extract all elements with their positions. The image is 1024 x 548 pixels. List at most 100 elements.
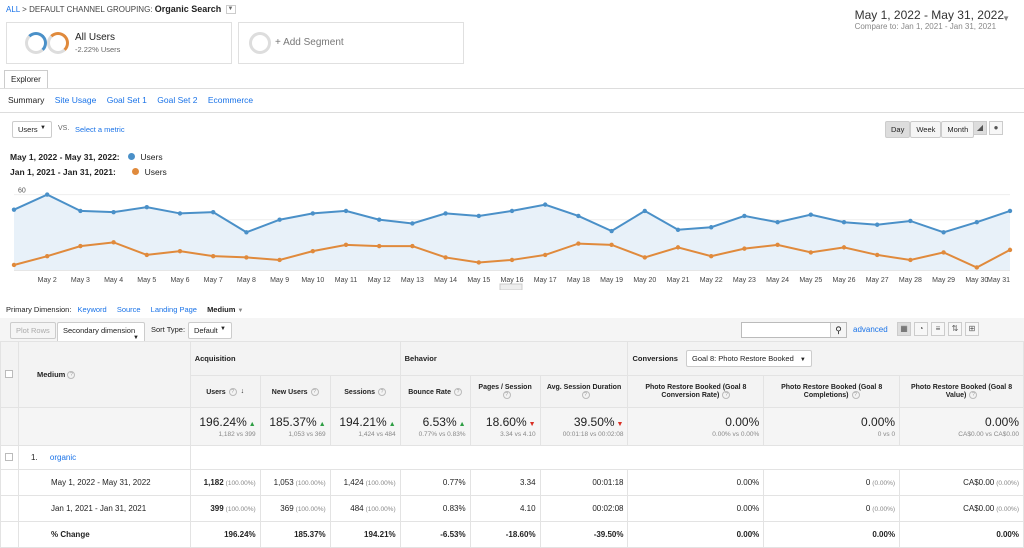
data-point[interactable] (377, 217, 382, 222)
data-point[interactable] (377, 243, 382, 249)
tab-explorer[interactable]: Explorer (4, 70, 48, 88)
data-point[interactable] (1007, 247, 1013, 253)
metric-dropdown[interactable]: Users ▼ (12, 121, 52, 138)
data-point[interactable] (908, 218, 913, 224)
column-header[interactable]: Users? ↓ (189, 375, 261, 408)
column-header[interactable]: Avg. Session Duration? (539, 375, 629, 408)
column-header[interactable]: Photo Restore Booked (Goal 8 Completions… (763, 375, 901, 408)
column-header[interactable]: Pages / Session? (469, 375, 541, 408)
data-point[interactable] (908, 257, 913, 263)
data-point[interactable] (841, 245, 847, 250)
column-header[interactable]: New Users? (259, 375, 331, 408)
data-point[interactable] (476, 260, 481, 265)
chevron-down-icon[interactable]: ▼ (225, 5, 236, 15)
data-point[interactable] (808, 250, 813, 255)
data-point[interactable] (841, 220, 847, 225)
help-icon[interactable]: ? (67, 371, 76, 379)
select-all-checkbox[interactable] (5, 369, 13, 378)
data-point[interactable] (410, 221, 415, 226)
help-icon[interactable]: ? (378, 387, 387, 396)
data-point[interactable] (974, 265, 979, 270)
subnav-goal-set-2[interactable]: Goal Set 2 (157, 95, 198, 105)
chevron-down-icon[interactable]: ▼ (1002, 14, 1010, 23)
goal-select-dropdown[interactable]: Goal 8: Photo Restore Booked ▼ (686, 350, 812, 367)
chart-resize-handle[interactable] (499, 283, 523, 290)
sort-arrow-icon[interactable]: ↓ (240, 388, 245, 396)
help-icon[interactable]: ? (310, 387, 319, 396)
help-icon[interactable]: ? (502, 391, 511, 399)
table-search-input[interactable]: ⚲ (741, 322, 847, 338)
performance-bars-icon[interactable]: ≡ (931, 322, 945, 336)
data-point[interactable] (576, 213, 581, 219)
data-point[interactable] (277, 217, 282, 222)
subnav-goal-set-1[interactable]: Goal Set 1 (106, 95, 147, 105)
help-icon[interactable]: ? (851, 391, 860, 399)
add-segment-button[interactable]: + Add Segment (238, 22, 464, 64)
plot-rows-button[interactable]: Plot Rows (10, 322, 56, 339)
help-icon[interactable]: ? (969, 391, 978, 399)
data-point[interactable] (144, 204, 149, 210)
data-point[interactable] (211, 253, 216, 259)
data-point[interactable] (244, 255, 249, 260)
data-point[interactable] (709, 225, 714, 230)
dimension-keyword[interactable]: Keyword (77, 305, 107, 314)
data-point[interactable] (543, 252, 548, 258)
data-point[interactable] (11, 207, 17, 212)
data-point[interactable] (277, 257, 282, 263)
subnav-summary[interactable]: Summary (8, 95, 45, 105)
data-point[interactable] (78, 243, 83, 249)
data-point[interactable] (509, 208, 515, 214)
data-point[interactable] (310, 248, 315, 254)
data-point[interactable] (808, 212, 813, 217)
data-point[interactable] (875, 252, 880, 258)
data-point[interactable] (343, 208, 349, 214)
data-point[interactable] (941, 250, 946, 255)
data-point[interactable] (476, 213, 481, 219)
help-icon[interactable]: ? (228, 387, 237, 396)
dimension-source[interactable]: Source (116, 305, 141, 314)
data-point[interactable] (111, 209, 116, 215)
column-header[interactable]: Bounce Rate? (399, 375, 471, 408)
search-icon[interactable]: ⚲ (830, 323, 846, 337)
medium-header[interactable]: Medium ? (17, 341, 191, 408)
dimension-medium[interactable]: Medium (207, 305, 236, 314)
line-chart-icon[interactable]: ◢ (973, 121, 987, 135)
comparison-icon[interactable]: ⇅ (948, 322, 962, 336)
data-point[interactable] (177, 211, 183, 216)
data-point[interactable] (642, 208, 647, 214)
data-point[interactable] (78, 208, 83, 214)
data-point[interactable] (1007, 208, 1013, 214)
data-point[interactable] (742, 246, 747, 251)
data-point[interactable] (144, 252, 149, 258)
column-header[interactable]: Photo Restore Booked (Goal 8 Value)? (899, 375, 1024, 408)
data-point[interactable] (177, 248, 183, 254)
data-point[interactable] (675, 227, 681, 232)
sort-type-dropdown[interactable]: Default ▼ (188, 322, 232, 339)
column-header[interactable]: Photo Restore Booked (Goal 8 Conversion … (627, 375, 765, 408)
motion-chart-icon[interactable]: ● (989, 121, 1003, 135)
medium-organic-link[interactable]: organic (49, 453, 77, 462)
data-point[interactable] (211, 209, 216, 215)
data-point[interactable] (310, 211, 315, 216)
help-icon[interactable]: ? (581, 391, 590, 399)
data-point[interactable] (709, 253, 714, 259)
data-point[interactable] (11, 262, 17, 268)
data-point[interactable] (675, 245, 681, 250)
day-button[interactable]: Day (885, 121, 911, 138)
data-point[interactable] (576, 241, 581, 246)
data-point[interactable] (410, 243, 415, 249)
subnav-ecommerce[interactable]: Ecommerce (207, 95, 254, 105)
data-point[interactable] (443, 255, 448, 260)
help-icon[interactable]: ? (454, 387, 463, 396)
row-checkbox[interactable] (5, 452, 13, 461)
data-point[interactable] (45, 253, 50, 259)
data-point[interactable] (509, 257, 515, 263)
data-point[interactable] (543, 202, 548, 207)
data-point[interactable] (45, 192, 50, 197)
data-point[interactable] (875, 222, 880, 227)
advanced-filter-link[interactable]: advanced (853, 325, 888, 334)
pivot-table-icon[interactable]: ⊞ (965, 322, 979, 336)
subnav-site-usage[interactable]: Site Usage (54, 95, 97, 105)
data-point[interactable] (244, 230, 249, 235)
data-point[interactable] (111, 240, 116, 245)
